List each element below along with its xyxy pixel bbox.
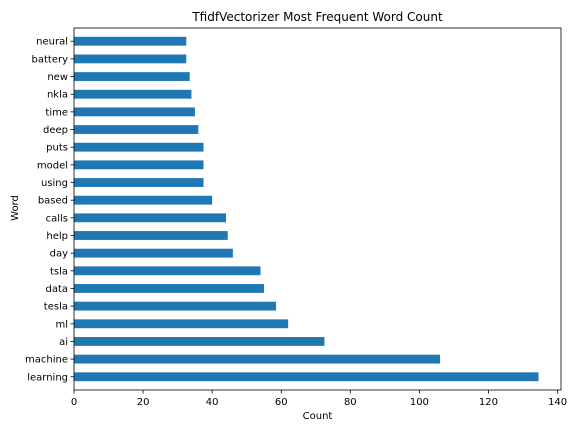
x-axis-title: Count bbox=[303, 411, 333, 422]
y-tick-label: ai bbox=[59, 337, 68, 348]
bar-ml bbox=[74, 319, 289, 329]
bar-data bbox=[74, 284, 264, 293]
x-tick-label: 20 bbox=[137, 397, 150, 408]
bar-model bbox=[74, 160, 204, 170]
bar-based bbox=[74, 195, 213, 205]
y-tick-label: puts bbox=[46, 143, 68, 154]
y-tick-label: nkla bbox=[47, 90, 68, 101]
y-tick-label: calls bbox=[46, 213, 68, 224]
y-tick-label: battery bbox=[32, 54, 69, 65]
bar-nkla bbox=[74, 89, 192, 99]
chart-title: TfidfVectorizer Most Frequent Word Count bbox=[191, 10, 443, 24]
y-tick-label: data bbox=[45, 284, 68, 295]
y-tick-label: ml bbox=[55, 319, 68, 330]
y-tick-label: tesla bbox=[44, 302, 68, 313]
y-axis-title: Word bbox=[10, 195, 21, 221]
y-tick-label: time bbox=[45, 107, 68, 118]
bar-using bbox=[74, 178, 204, 187]
bar-tsla bbox=[74, 266, 261, 276]
bar-deep bbox=[74, 125, 199, 134]
y-tick-label: help bbox=[46, 231, 68, 242]
x-tick-label: 100 bbox=[410, 397, 429, 408]
y-tick-label: neural bbox=[36, 37, 68, 48]
x-tick-label: 60 bbox=[275, 397, 288, 408]
y-tick-label: deep bbox=[43, 125, 68, 136]
y-tick-label: learning bbox=[27, 372, 68, 383]
bar-help bbox=[74, 231, 228, 240]
plot-area: learning machine ai ml tesla data tsla day help c… bbox=[25, 27, 567, 408]
y-tick-label: using bbox=[41, 178, 68, 189]
bar-puts bbox=[74, 142, 204, 152]
bar-learning bbox=[74, 372, 539, 382]
bar-time bbox=[74, 107, 195, 117]
bar-calls bbox=[74, 213, 226, 223]
y-tick-label: machine bbox=[25, 355, 68, 366]
bar-machine bbox=[74, 354, 441, 364]
x-tick-label: 140 bbox=[548, 397, 567, 408]
y-tick-label: tsla bbox=[50, 266, 68, 277]
bar-neural bbox=[74, 36, 187, 46]
y-tick-label: based bbox=[38, 196, 68, 207]
x-tick-label: 0 bbox=[71, 397, 77, 408]
bar-tesla bbox=[74, 301, 277, 311]
y-tick-label: day bbox=[50, 249, 68, 260]
bar-new bbox=[74, 72, 190, 81]
y-tick-label: new bbox=[47, 72, 68, 83]
bar-day bbox=[74, 248, 233, 258]
x-tick-label: 80 bbox=[344, 397, 357, 408]
bar-ai bbox=[74, 337, 325, 346]
x-tick-label: 40 bbox=[206, 397, 219, 408]
y-tick-label: model bbox=[37, 160, 68, 171]
x-tick-label: 120 bbox=[479, 397, 498, 408]
plot-frame bbox=[73, 27, 562, 391]
bar-battery bbox=[74, 54, 187, 64]
